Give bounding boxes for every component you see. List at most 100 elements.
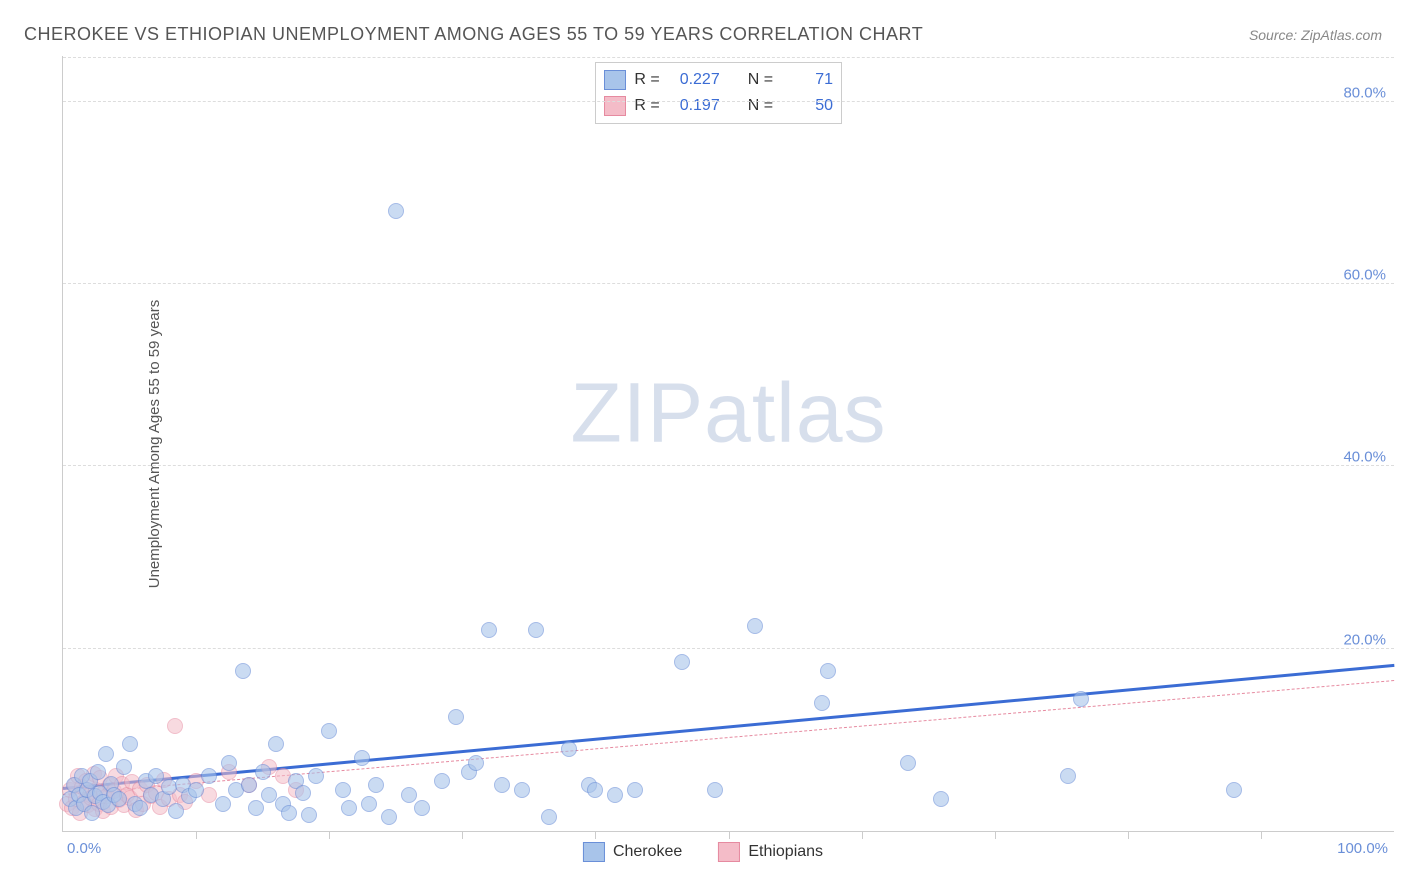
data-point bbox=[587, 782, 603, 798]
data-point bbox=[514, 782, 530, 798]
n-label: N = bbox=[748, 93, 773, 119]
x-tick bbox=[595, 831, 596, 839]
legend-label-cherokee: Cherokee bbox=[613, 843, 682, 861]
data-point bbox=[468, 755, 484, 771]
data-point bbox=[607, 787, 623, 803]
data-point bbox=[900, 755, 916, 771]
gridline-h bbox=[63, 465, 1394, 466]
data-point bbox=[747, 618, 763, 634]
r-value-ethiopians: 0.197 bbox=[668, 93, 720, 119]
x-tick bbox=[995, 831, 996, 839]
data-point bbox=[1226, 782, 1242, 798]
data-point bbox=[132, 800, 148, 816]
data-point bbox=[241, 777, 257, 793]
data-point bbox=[268, 736, 284, 752]
data-point bbox=[1060, 768, 1076, 784]
data-point bbox=[335, 782, 351, 798]
watermark: ZIPatlas bbox=[570, 364, 886, 461]
source-attribution: Source: ZipAtlas.com bbox=[1249, 27, 1382, 43]
swatch-ethiopians bbox=[604, 96, 626, 116]
data-point bbox=[414, 800, 430, 816]
data-point bbox=[90, 764, 106, 780]
data-point bbox=[674, 654, 690, 670]
data-point bbox=[627, 782, 643, 798]
data-point bbox=[541, 809, 557, 825]
data-point bbox=[933, 791, 949, 807]
r-label: R = bbox=[634, 67, 659, 93]
data-point bbox=[354, 750, 370, 766]
x-tick bbox=[329, 831, 330, 839]
data-point bbox=[308, 768, 324, 784]
x-tick bbox=[729, 831, 730, 839]
data-point bbox=[167, 718, 183, 734]
gridline-h bbox=[63, 283, 1394, 284]
header-row: CHEROKEE VS ETHIOPIAN UNEMPLOYMENT AMONG… bbox=[24, 24, 1382, 45]
data-point bbox=[448, 709, 464, 725]
data-point bbox=[341, 800, 357, 816]
data-point bbox=[301, 807, 317, 823]
stats-row-ethiopians: R = 0.197 N = 50 bbox=[604, 93, 833, 119]
legend-item-ethiopians: Ethiopians bbox=[718, 842, 823, 862]
legend-label-ethiopians: Ethiopians bbox=[748, 843, 823, 861]
data-point bbox=[814, 695, 830, 711]
n-value-ethiopians: 50 bbox=[781, 93, 833, 119]
data-point bbox=[381, 809, 397, 825]
x-tick bbox=[1261, 831, 1262, 839]
data-point bbox=[528, 622, 544, 638]
data-point bbox=[401, 787, 417, 803]
x-tick-label: 0.0% bbox=[67, 840, 101, 857]
y-tick-label: 20.0% bbox=[1343, 631, 1386, 648]
chart-title: CHEROKEE VS ETHIOPIAN UNEMPLOYMENT AMONG… bbox=[24, 24, 923, 45]
watermark-light: atlas bbox=[704, 365, 886, 459]
x-tick bbox=[462, 831, 463, 839]
r-label: R = bbox=[634, 93, 659, 119]
data-point bbox=[255, 764, 271, 780]
data-point bbox=[388, 203, 404, 219]
stats-row-cherokee: R = 0.227 N = 71 bbox=[604, 67, 833, 93]
data-point bbox=[295, 785, 311, 801]
data-point bbox=[820, 663, 836, 679]
data-point bbox=[168, 803, 184, 819]
x-tick-label: 100.0% bbox=[1337, 840, 1388, 857]
data-point bbox=[1073, 691, 1089, 707]
y-tick-label: 80.0% bbox=[1343, 84, 1386, 101]
data-point bbox=[707, 782, 723, 798]
bottom-legend: Cherokee Ethiopians bbox=[583, 842, 823, 862]
data-point bbox=[201, 768, 217, 784]
data-point bbox=[221, 755, 237, 771]
swatch-cherokee bbox=[604, 70, 626, 90]
legend-item-cherokee: Cherokee bbox=[583, 842, 682, 862]
data-point bbox=[494, 777, 510, 793]
x-tick bbox=[862, 831, 863, 839]
x-tick bbox=[1128, 831, 1129, 839]
y-tick-label: 40.0% bbox=[1343, 449, 1386, 466]
x-tick bbox=[196, 831, 197, 839]
data-point bbox=[188, 782, 204, 798]
data-point bbox=[235, 663, 251, 679]
gridline-h bbox=[63, 101, 1394, 102]
data-point bbox=[481, 622, 497, 638]
data-point bbox=[361, 796, 377, 812]
data-point bbox=[434, 773, 450, 789]
y-tick-label: 60.0% bbox=[1343, 266, 1386, 283]
legend-swatch-cherokee bbox=[583, 842, 605, 862]
data-point bbox=[561, 741, 577, 757]
data-point bbox=[98, 746, 114, 762]
plot-area: ZIPatlas R = 0.227 N = 71 R = 0.197 N = … bbox=[62, 56, 1394, 832]
watermark-bold: ZIP bbox=[570, 365, 704, 459]
data-point bbox=[248, 800, 264, 816]
gridline-h bbox=[63, 648, 1394, 649]
data-point bbox=[368, 777, 384, 793]
n-value-cherokee: 71 bbox=[781, 67, 833, 93]
stats-legend-box: R = 0.227 N = 71 R = 0.197 N = 50 bbox=[595, 62, 842, 124]
gridline-h bbox=[63, 57, 1394, 58]
plot-container: Unemployment Among Ages 55 to 59 years Z… bbox=[20, 56, 1394, 832]
n-label: N = bbox=[748, 67, 773, 93]
data-point bbox=[321, 723, 337, 739]
data-point bbox=[111, 791, 127, 807]
r-value-cherokee: 0.227 bbox=[668, 67, 720, 93]
data-point bbox=[122, 736, 138, 752]
legend-swatch-ethiopians bbox=[718, 842, 740, 862]
data-point bbox=[116, 759, 132, 775]
data-point bbox=[215, 796, 231, 812]
